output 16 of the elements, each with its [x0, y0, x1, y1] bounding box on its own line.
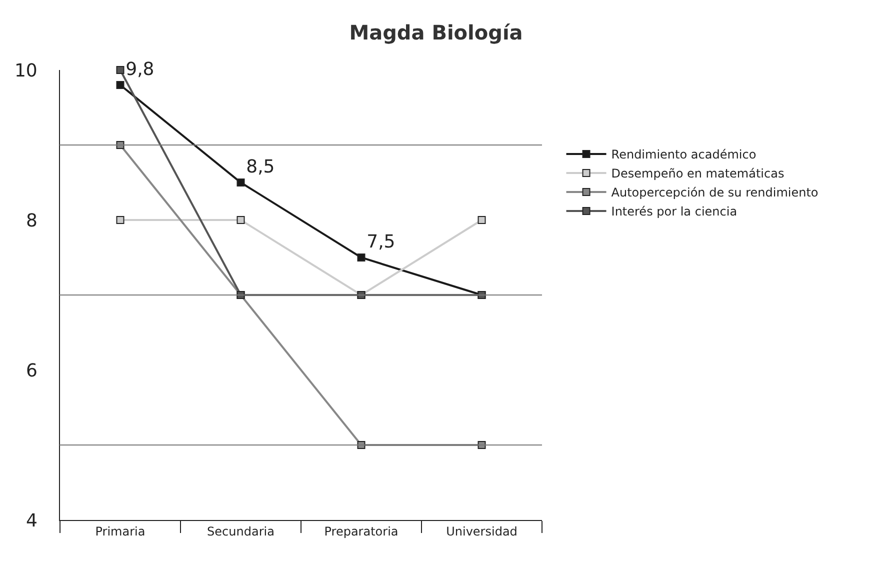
data-label: 8,5: [246, 156, 275, 178]
y-tick-label: 8: [26, 210, 38, 232]
data-label: 9,8: [126, 59, 154, 80]
legend-label: Rendimiento académico: [611, 148, 756, 162]
y-tick-label: 10: [14, 60, 38, 82]
legend-label: Interés por la ciencia: [611, 204, 738, 219]
x-tick-label: Secundaria: [207, 524, 274, 538]
x-tick-label: Primaria: [95, 524, 146, 538]
chart-title: Magda Biología: [349, 20, 523, 45]
data-label: 7,5: [366, 232, 396, 253]
x-tick-label: Preparatoria: [324, 524, 398, 538]
legend-label: Autopercepción de su rendimiento: [611, 186, 818, 200]
legend-label: Desempeño en matemáticas: [611, 166, 784, 181]
y-tick-label: 6: [26, 360, 38, 382]
x-tick-label: Universidad: [446, 524, 518, 538]
y-tick-label: 4: [26, 510, 38, 532]
